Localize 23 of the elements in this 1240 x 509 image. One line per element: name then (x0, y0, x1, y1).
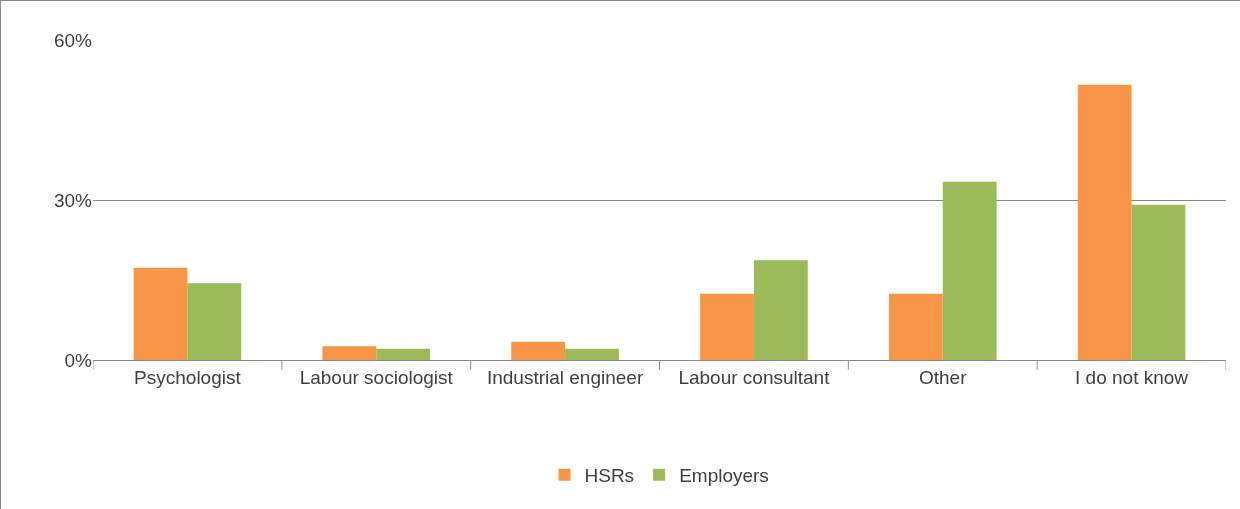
x-tick-label: I do not know (1075, 366, 1189, 388)
bar (322, 346, 377, 360)
y-tick-label: 30% (53, 189, 93, 211)
bar (700, 293, 754, 360)
x-tick-label: Psychologist (134, 366, 242, 388)
x-tick-label: Other (918, 366, 968, 388)
bar (942, 181, 997, 360)
bar (511, 341, 566, 360)
legend-label: HSRs (584, 465, 635, 487)
bar (1077, 84, 1132, 360)
bar (753, 260, 808, 360)
y-tick-label: 60% (53, 29, 93, 51)
x-tick-label: Labour consultant (678, 366, 831, 388)
x-tick-label: Labour sociologist (299, 366, 454, 388)
bar (187, 283, 242, 360)
bar (133, 267, 188, 360)
y-tick-label: 0% (64, 349, 93, 371)
bar (1131, 204, 1186, 360)
bar (565, 348, 619, 360)
bar (888, 293, 943, 360)
legend-label: Employers (679, 465, 769, 487)
x-tick-label: Industrial engineer (486, 366, 644, 388)
bar (376, 348, 431, 360)
